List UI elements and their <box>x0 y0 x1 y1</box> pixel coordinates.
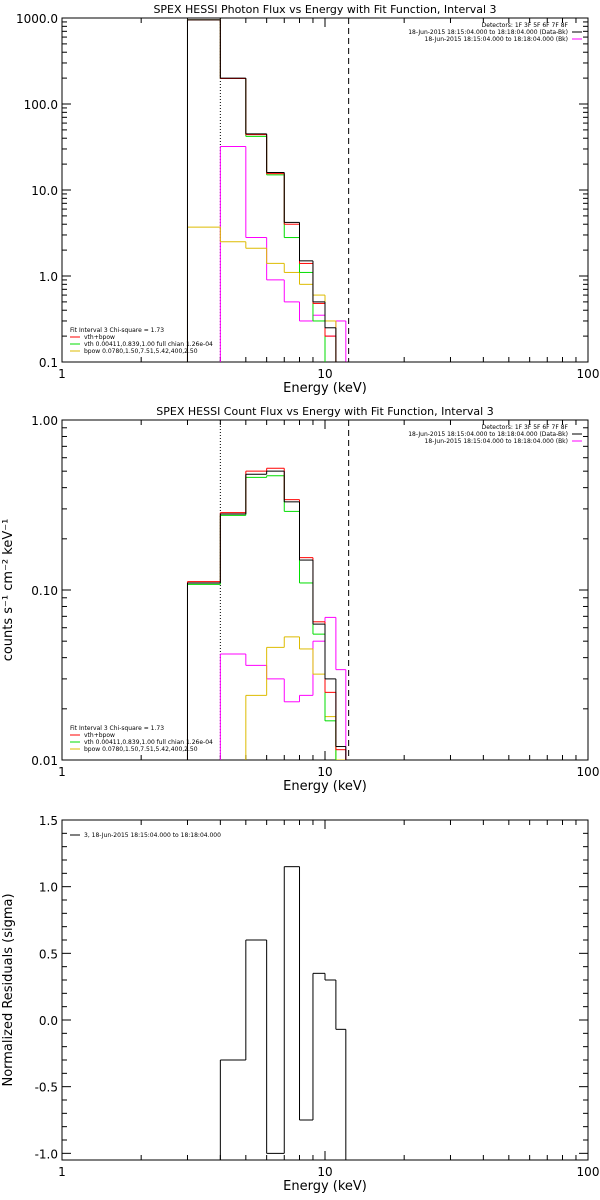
x-tick-label: 1 <box>58 1165 66 1179</box>
y-tick-label: -1.0 <box>35 1147 58 1161</box>
y-tick-label: 1.0 <box>39 881 58 895</box>
header-text: 18-Jun-2015 18:15:04.000 to 18:18:04.000… <box>425 36 568 43</box>
x-axis-label: Energy (keV) <box>283 1179 367 1194</box>
legend-entry: vth 0.00411,0.839,1.00 full chian 1.26e-… <box>84 739 213 746</box>
x-tick-label: 1 <box>58 367 66 381</box>
data-area <box>219 866 347 1160</box>
header-text: 18-Jun-2015 18:15:04.000 to 18:18:04.000… <box>408 431 568 438</box>
series-total_fit <box>186 19 346 362</box>
series-data <box>186 19 346 362</box>
legend-entry: bpow 0.0780,1.50,7.51,5.42,400,2.50 <box>84 348 198 355</box>
header-text: Detectors: 1F 3F 5F 6F 7F 8F <box>482 22 569 29</box>
y-tick-label: 100.0 <box>24 98 58 112</box>
y-axis-label: Normalized Residuals (sigma) <box>1 893 16 1086</box>
data-area <box>186 18 350 362</box>
series-data <box>186 470 347 760</box>
plot-frame <box>61 819 589 1161</box>
chart-panel-2: SPEX HESSI Count Flux vs Energy with Fit… <box>1 405 600 794</box>
x-tick-label: 10 <box>317 367 332 381</box>
x-tick-label: 100 <box>577 367 600 381</box>
x-tick-label: 100 <box>577 1165 600 1179</box>
y-tick-label: 1.00 <box>31 414 58 428</box>
x-tick-label: 10 <box>317 765 332 779</box>
x-axis-label: Energy (keV) <box>283 381 367 396</box>
legend-entry: vth+bpow <box>84 732 115 739</box>
y-tick-label: 1.0 <box>39 270 58 284</box>
series-vth <box>186 19 326 362</box>
chart-title: SPEX HESSI Photon Flux vs Energy with Fi… <box>153 3 496 16</box>
y-tick-label: 0.0 <box>39 1014 58 1028</box>
chart-panel-3: 1 10 100 Energy (keV) -1.0 -0.5 0.0 0.5 1.0 1.5 No… <box>1 814 599 1194</box>
chart-panel-1: SPEX HESSI Photon Flux vs Energy with Fi… <box>16 3 599 396</box>
legend-entry: 3, 18-Jun-2015 18:15:04.000 to 18:18:04.… <box>84 832 221 839</box>
legend-entry: bpow 0.0780,1.50,7.51,5.42,400,2.50 <box>84 746 198 753</box>
series-total_fit <box>186 467 347 760</box>
series-data <box>219 866 347 1160</box>
series-vth <box>186 475 337 760</box>
legend-entry: Fit Interval 3 Chi-square = 1.73 <box>70 327 164 334</box>
header-text: 18-Jun-2015 18:15:04.000 to 18:18:04.000… <box>408 29 568 36</box>
chart-title: SPEX HESSI Count Flux vs Energy with Fit… <box>156 405 493 418</box>
y-tick-label: 0.01 <box>31 754 58 768</box>
y-tick-label: 10.0 <box>31 184 58 198</box>
y-tick-label: 1000.0 <box>16 12 58 26</box>
header-text: 18-Jun-2015 18:15:04.000 to 18:18:04.000… <box>425 438 568 445</box>
x-tick-label: 10 <box>317 1165 332 1179</box>
x-axis-label: Energy (keV) <box>283 779 367 794</box>
x-tick-label: 100 <box>577 765 600 779</box>
legend-entry: vth+bpow <box>84 334 115 341</box>
data-area <box>186 420 350 760</box>
header-text: Detectors: 1F 3F 5F 6F 7F 8F <box>482 424 569 431</box>
y-tick-label: 0.10 <box>31 584 58 598</box>
y-axis-label: counts s⁻¹ cm⁻² keV⁻¹ <box>1 519 16 662</box>
y-tick-label: 0.1 <box>39 356 58 370</box>
y-tick-label: 1.5 <box>39 814 58 828</box>
legend-entry: Fit Interval 3 Chi-square = 1.73 <box>70 725 164 732</box>
y-tick-label: -0.5 <box>35 1081 58 1095</box>
series-background <box>219 146 347 362</box>
x-tick-label: 1 <box>58 765 66 779</box>
y-tick-label: 0.5 <box>39 947 58 961</box>
legend-entry: vth 0.00411,0.839,1.00 full chian 1.26e-… <box>84 341 213 348</box>
